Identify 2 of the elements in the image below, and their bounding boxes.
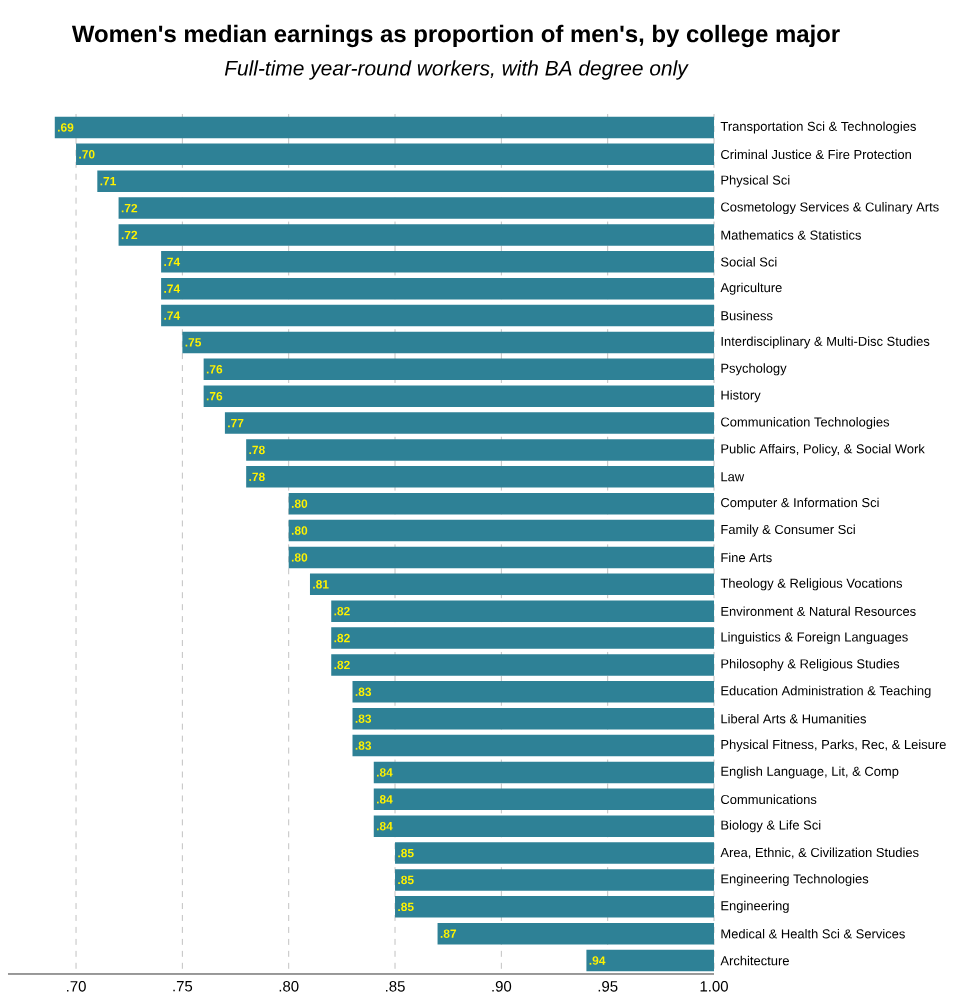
chart-title: Women's median earnings as proportion of men's, by college major — [71, 24, 840, 48]
chart-subtitle: Full-time year-round workers, with BA degree only — [224, 60, 689, 80]
